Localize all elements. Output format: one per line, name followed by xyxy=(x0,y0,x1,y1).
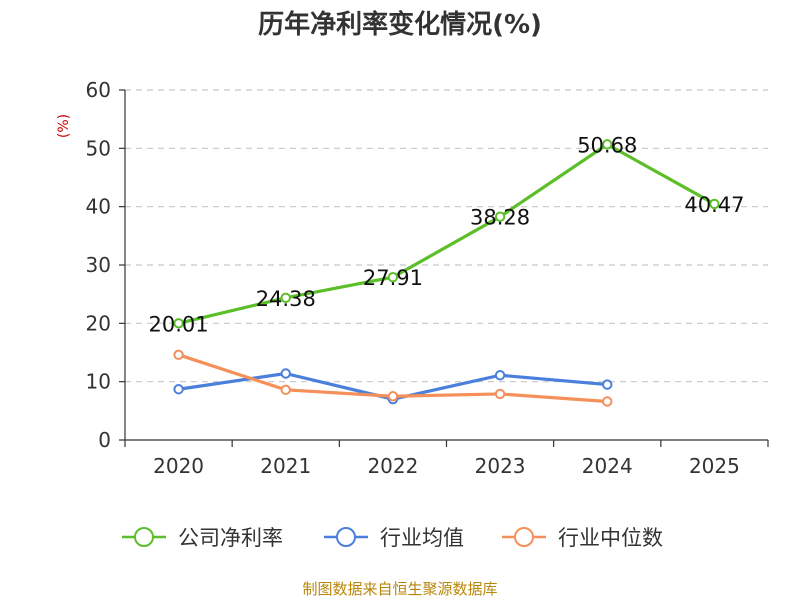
series-2-point-1 xyxy=(280,384,291,396)
series-2-point-2 xyxy=(387,391,399,402)
data-label-0-2: 27.91 xyxy=(363,266,423,290)
legend-label-2: 行业中位数 xyxy=(558,526,663,550)
series-2-point-3 xyxy=(494,388,506,400)
series-0-point-0 xyxy=(173,318,184,329)
data-labels: 20.01 24.38 27.91 38.28 50.68 40.47 xyxy=(149,133,745,336)
y-tick-label-6: 60 xyxy=(86,78,111,102)
y-tick-label-0: 0 xyxy=(98,428,111,452)
data-label-0-5: 40.47 xyxy=(684,193,744,217)
series-2-point-4 xyxy=(602,396,613,407)
series-0-point-1 xyxy=(280,292,291,303)
legend-marker-2 xyxy=(514,527,534,547)
axes: 0 10 20 30 40 50 60 2020 2021 2022 2023 2024 2025 xyxy=(86,78,769,478)
y-axis-unit: (%) xyxy=(56,114,72,138)
legend-label-0: 公司净利率 xyxy=(178,526,283,550)
x-tick-label-1: 2021 xyxy=(260,454,311,478)
legend-marker-1 xyxy=(336,527,356,547)
series-0-point-5 xyxy=(709,198,720,210)
series-line-0 xyxy=(178,142,716,325)
legend-label-1: 行业均值 xyxy=(380,526,464,550)
series-1-point-1 xyxy=(280,368,291,379)
series-0-point-3 xyxy=(494,211,506,222)
data-label-0-1: 24.38 xyxy=(256,287,316,311)
x-tick-label-5: 2025 xyxy=(689,454,740,478)
chart-title: 历年净利率变化情况(%) xyxy=(258,9,542,40)
x-tick-label-0: 2020 xyxy=(153,454,204,478)
y-tick-label-2: 20 xyxy=(86,311,111,335)
legend-marker-0 xyxy=(134,527,154,547)
series-1-point-4 xyxy=(602,379,613,390)
source-note: 制图数据来自恒生聚源数据库 xyxy=(302,580,497,598)
series-0-point-2 xyxy=(387,271,399,283)
y-tick-label-1: 10 xyxy=(86,370,111,394)
data-label-0-4: 50.68 xyxy=(577,133,637,157)
series-1-point-3 xyxy=(494,370,506,381)
series-0-point-4 xyxy=(602,139,613,150)
x-tick-label-3: 2023 xyxy=(475,454,526,478)
y-tick-label-4: 40 xyxy=(86,195,111,219)
y-tick-label-3: 30 xyxy=(86,253,111,277)
series xyxy=(173,139,720,407)
legend: 公司净利率 行业均值 行业中位数 xyxy=(122,526,663,550)
data-label-0-0: 20.01 xyxy=(149,312,209,336)
series-2-point-0 xyxy=(173,349,184,361)
x-tick-label-4: 2024 xyxy=(582,454,633,478)
series-1-point-0 xyxy=(173,384,184,395)
x-tick-label-2: 2022 xyxy=(367,454,418,478)
grid-lines xyxy=(125,89,768,383)
y-tick-label-5: 50 xyxy=(86,136,111,160)
data-label-0-3: 38.28 xyxy=(470,206,530,230)
